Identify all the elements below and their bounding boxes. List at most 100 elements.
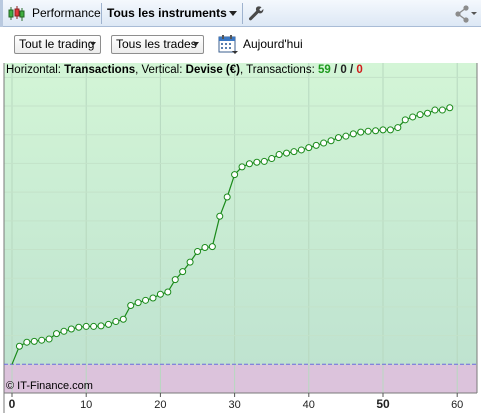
data-point-marker <box>179 268 187 276</box>
transactions-prefix: , Transactions: <box>239 64 315 76</box>
data-point-marker <box>275 151 283 159</box>
today-button[interactable]: Aujourd'hui <box>243 37 303 51</box>
neutral-count: 0 <box>340 64 347 76</box>
calendar-icon[interactable] <box>218 34 238 54</box>
count-separator: / <box>330 64 341 76</box>
vertical-value: Devise (€) <box>185 64 240 76</box>
x-tick-label: 30 <box>228 399 240 411</box>
equity-chart-svg: 0 10 20 30 40 50 60 <box>3 63 478 413</box>
vertical-prefix: , Vertical: <box>135 64 183 76</box>
data-point-marker <box>75 323 83 331</box>
data-point-marker <box>334 134 342 142</box>
toolbar-edge <box>0 0 3 27</box>
data-point-marker <box>38 336 46 344</box>
data-point-marker <box>372 127 380 135</box>
data-point-marker <box>164 288 172 296</box>
horizontal-prefix: Horizontal: <box>6 64 61 76</box>
data-point-marker <box>349 130 357 138</box>
copyright-label: © IT-Finance.com <box>6 380 93 392</box>
data-point-marker <box>342 132 350 140</box>
data-point-marker <box>416 111 424 119</box>
data-point-marker <box>312 141 320 149</box>
trades-filter-select[interactable]: Tous les trades <box>111 35 204 54</box>
trades-filter-value: Tous les trades <box>116 37 197 51</box>
data-point-marker <box>446 104 454 112</box>
data-point-marker <box>320 139 328 147</box>
data-point-marker <box>90 322 98 330</box>
data-point-marker <box>231 171 239 179</box>
data-point-marker <box>112 318 120 326</box>
data-point-marker <box>238 163 246 171</box>
data-point-marker <box>60 327 68 335</box>
data-point-marker <box>201 244 209 252</box>
count-separator: / <box>346 64 357 76</box>
horizontal-value: Transactions <box>64 64 136 76</box>
data-point-marker <box>283 149 291 157</box>
data-point-marker <box>290 148 298 156</box>
data-point-marker <box>53 330 61 338</box>
data-point-marker <box>431 106 439 114</box>
data-point-marker <box>82 322 90 330</box>
trading-filter-select[interactable]: Tout le trading <box>14 35 101 54</box>
x-tick-label: 50 <box>376 397 390 411</box>
instruments-dropdown[interactable]: Tous les instruments <box>107 6 227 20</box>
x-tick-label: 40 <box>303 399 315 411</box>
data-point-marker <box>364 127 372 135</box>
data-point-marker <box>119 315 127 323</box>
data-point-marker <box>208 243 216 251</box>
data-point-marker <box>297 146 305 154</box>
data-point-marker <box>142 296 150 304</box>
data-point-marker <box>223 193 231 201</box>
wrench-icon[interactable] <box>248 5 264 21</box>
data-point-marker <box>216 212 224 220</box>
data-point-marker <box>379 126 387 134</box>
data-point-marker <box>156 290 164 298</box>
data-point-marker <box>268 155 276 163</box>
data-point-marker <box>386 126 394 134</box>
equity-chart: 0 10 20 30 40 50 60 <box>0 63 481 413</box>
x-tick-label: 60 <box>451 399 463 411</box>
data-point-marker <box>15 342 23 350</box>
data-point-marker <box>134 299 142 307</box>
data-point-marker <box>260 157 268 165</box>
chevron-down-icon <box>193 42 199 46</box>
toolbar-separator <box>242 3 243 24</box>
data-point-marker <box>305 144 313 152</box>
toolbar-separator <box>101 3 102 24</box>
data-point-marker <box>149 294 157 302</box>
data-point-marker <box>253 158 261 166</box>
data-point-marker <box>394 124 402 132</box>
data-point-marker <box>186 258 194 266</box>
x-tick-label: 10 <box>80 399 92 411</box>
data-point-marker <box>245 160 253 168</box>
data-point-marker <box>424 109 432 117</box>
data-point-marker <box>97 322 105 330</box>
negative-zone <box>4 364 477 393</box>
data-point-marker <box>194 248 201 256</box>
losing-count: 0 <box>356 64 363 76</box>
positive-zone <box>4 63 477 365</box>
x-tick-label: 0 <box>9 397 16 411</box>
chevron-down-icon[interactable] <box>229 11 237 16</box>
data-point-marker <box>104 320 112 328</box>
data-point-marker <box>357 128 365 136</box>
data-point-marker <box>127 301 135 309</box>
data-point-marker <box>67 325 75 333</box>
data-point-marker <box>171 276 179 284</box>
chart-info-line: Horizontal: Transactions, Vertical: Devi… <box>6 64 363 77</box>
data-point-marker <box>45 335 53 343</box>
candlestick-chart-icon[interactable] <box>7 5 25 22</box>
performance-tab[interactable]: Performance <box>32 6 101 20</box>
data-point-marker <box>409 113 417 121</box>
data-point-marker <box>30 337 38 345</box>
top-toolbar: Performance Tous les instruments <box>0 0 481 27</box>
data-point-marker <box>401 116 409 124</box>
x-tick-label: 20 <box>154 399 166 411</box>
trading-filter-value: Tout le trading <box>19 37 95 51</box>
chevron-down-icon <box>90 42 96 46</box>
data-point-marker <box>327 137 335 145</box>
trades-count: 59 <box>317 64 331 76</box>
share-icon[interactable] <box>452 4 478 23</box>
data-point-marker <box>438 106 446 114</box>
data-point-marker <box>23 338 31 346</box>
